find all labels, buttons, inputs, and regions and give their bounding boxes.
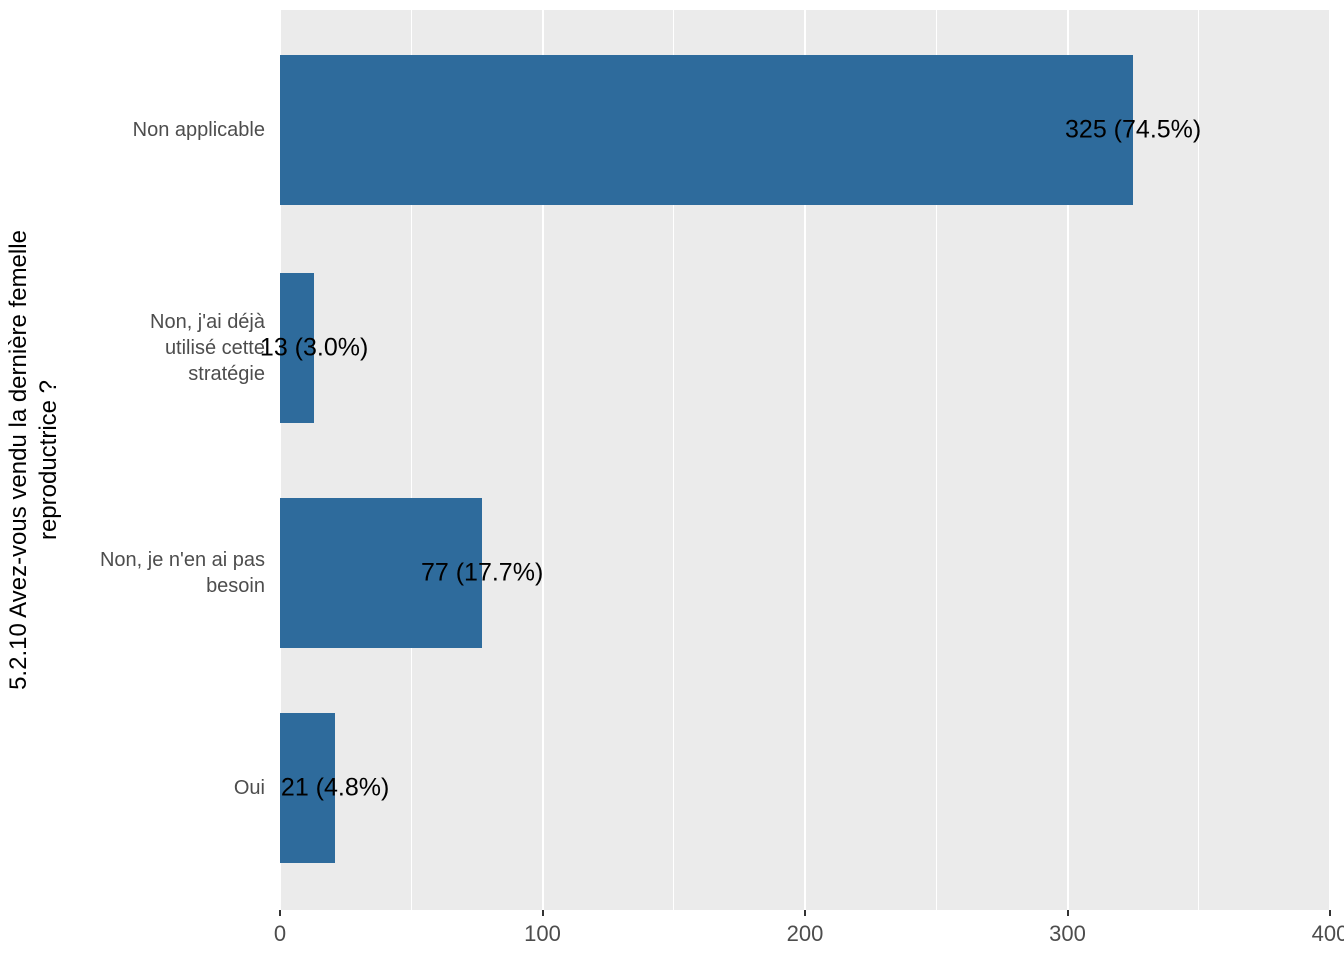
major-gridline xyxy=(1066,10,1069,910)
plot-panel xyxy=(279,10,1331,910)
minor-gridline xyxy=(1198,10,1200,910)
y-tick-label: Oui xyxy=(0,775,265,801)
bar xyxy=(280,712,336,863)
x-tick-mark xyxy=(541,910,544,916)
y-tick-label: Non, j'ai déjà utilisé cette stratégie xyxy=(0,309,265,387)
y-axis-title-line2: reproductrice ? xyxy=(35,379,62,541)
major-gridline xyxy=(804,10,806,910)
major-gridline xyxy=(1329,10,1331,910)
major-gridline xyxy=(541,10,544,910)
y-tick-label-line: Oui xyxy=(233,776,265,799)
x-tick-mark xyxy=(1066,910,1069,916)
bar-value-label: 21 (4.8%) xyxy=(280,773,390,801)
y-axis-title-line1: 5.2.10 Avez-vous vendu la dernière femel… xyxy=(5,230,32,690)
minor-gridline xyxy=(673,10,675,910)
x-tick-label: 100 xyxy=(524,921,561,946)
bar xyxy=(280,497,483,648)
y-tick-label-line: utilisé cette xyxy=(164,336,265,359)
major-gridline xyxy=(279,10,281,910)
y-tick-label-line: besoin xyxy=(206,574,265,597)
y-tick-label-line: Non applicable xyxy=(132,118,265,141)
minor-gridline xyxy=(410,10,412,910)
x-tick-mark xyxy=(1329,910,1331,916)
x-tick-mark xyxy=(279,910,281,916)
bar-value-label: 325 (74.5%) xyxy=(1065,115,1202,143)
minor-gridline xyxy=(935,10,937,910)
bar-value-label: 13 (3.0%) xyxy=(259,333,369,361)
bar-value-label: 77 (17.7%) xyxy=(420,558,544,586)
x-tick-mark xyxy=(804,910,806,916)
x-tick-label: 400 xyxy=(1311,921,1344,946)
x-tick-label: 200 xyxy=(786,921,824,946)
y-tick-label-line: Non, je n'en ai pas xyxy=(99,548,265,571)
y-tick-label: Non, je n'en ai pas besoin xyxy=(0,547,265,599)
x-tick-label: 0 xyxy=(273,921,287,946)
y-tick-label-line: stratégie xyxy=(188,362,265,385)
y-axis-title: 5.2.10 Avez-vous vendu la dernière femel… xyxy=(4,110,64,810)
y-tick-label: Non applicable xyxy=(0,117,265,143)
y-tick-label-line: Non, j'ai déjà xyxy=(150,310,265,333)
bar xyxy=(280,54,1134,205)
x-tick-label: 300 xyxy=(1049,921,1086,946)
bar xyxy=(280,272,315,423)
